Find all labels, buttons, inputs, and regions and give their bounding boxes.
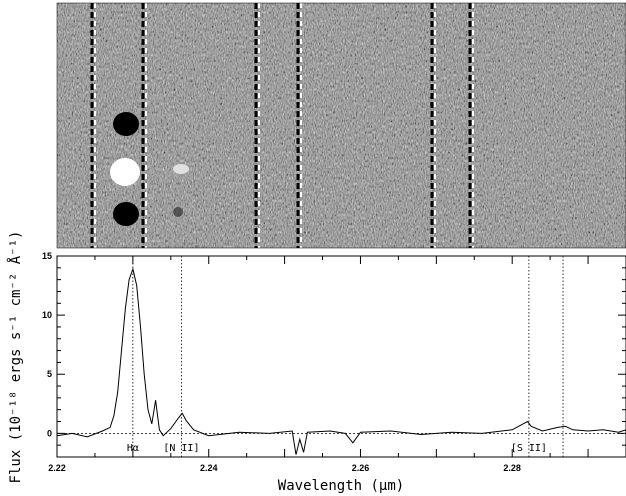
faint-dark-spot [173,207,183,217]
y-tick-label: 5 [47,369,52,379]
y-axis-label: Flux (10⁻¹⁸ ergs s⁻¹ cm⁻² Å⁻¹) [7,231,24,484]
y-tick-label: 0 [47,428,52,438]
line-marker-label: [N II] [163,443,199,454]
line-markers: Hα [N II] [S II] [127,256,564,457]
x-tick-label: 2.22 [48,463,66,473]
spectrum-2d-image [56,2,626,249]
x-axis-label: Wavelength (μm) [278,478,404,494]
spectrum-series-line [56,267,626,455]
x-tick-label: 2.24 [200,463,218,473]
bright-blob [110,158,140,186]
x-tick-label: 2.26 [352,463,370,473]
x-axis-ticks: 2.22 2.24 2.26 2.28 [48,256,626,473]
x-tick-label: 2.28 [503,463,521,473]
faint-bright-spot [173,164,189,174]
y-tick-label: 10 [42,310,52,320]
sky-line-residuals [90,3,474,248]
y-tick-label: 15 [42,251,52,261]
dark-blob-bottom [113,202,139,226]
y-axis-ticks: 0 5 10 15 [42,251,626,458]
line-marker-label: Hα [127,443,139,454]
line-marker-label: [S II] [511,443,547,454]
spectrum-plot: Hα [N II] [S II] 2.22 2.24 2.26 2.28 0 5 10 15 [42,251,626,473]
dark-blob-top [113,112,139,136]
